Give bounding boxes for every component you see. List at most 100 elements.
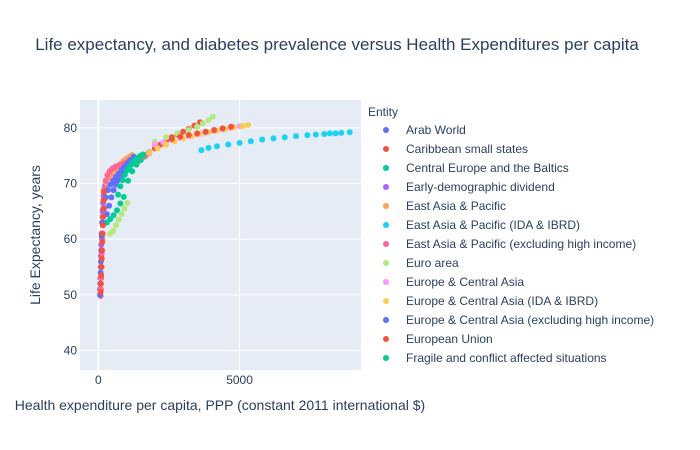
data-point [97, 280, 104, 287]
series-11 [97, 123, 235, 296]
data-point [113, 207, 120, 214]
legend-item[interactable]: East Asia & Pacific [383, 199, 506, 213]
y-tick-label: 40 [64, 344, 78, 358]
data-point [125, 177, 132, 184]
legend-label: East Asia & Pacific [406, 199, 506, 213]
data-point [124, 199, 131, 206]
legend-marker [383, 241, 389, 247]
data-point [321, 130, 328, 137]
data-point [225, 141, 232, 148]
data-point [118, 211, 125, 218]
data-point [304, 132, 311, 139]
data-point [259, 136, 266, 143]
data-point [163, 134, 170, 141]
legend-label: Europe & Central Asia [406, 275, 524, 289]
legend-item[interactable]: Central Europe and the Baltics [383, 161, 569, 175]
data-points [97, 113, 353, 299]
data-point [209, 113, 216, 120]
data-point [205, 117, 212, 124]
data-point [194, 123, 201, 130]
data-point [205, 144, 212, 151]
legend-label: Central Europe and the Baltics [406, 161, 569, 175]
data-point [247, 138, 254, 145]
legend-item[interactable]: European Union [383, 332, 493, 346]
data-point [102, 177, 109, 184]
x-axis-title: Health expenditure per capita, PPP (cons… [15, 397, 425, 413]
data-point [202, 128, 209, 135]
data-point [332, 130, 339, 137]
legend-item[interactable]: Europe & Central Asia [383, 275, 524, 289]
data-point [110, 227, 117, 234]
data-point [107, 216, 114, 223]
legend-marker [383, 298, 389, 304]
legend-label: Arab World [406, 123, 466, 137]
data-point [213, 143, 220, 150]
legend-marker [383, 260, 389, 266]
y-tick-label: 80 [64, 121, 78, 135]
legend-marker [383, 279, 389, 285]
legend-item[interactable]: East Asia & Pacific (IDA & IBRD) [383, 218, 580, 232]
data-point [146, 149, 153, 156]
data-point [119, 177, 126, 184]
y-axis-title: Life Expectancy, years [27, 165, 43, 305]
legend-label: East Asia & Pacific (excluding high inco… [406, 237, 636, 251]
data-point [211, 127, 218, 134]
data-point [236, 139, 243, 146]
legend-item[interactable]: Early-demographic dividend [383, 180, 555, 194]
legend-item[interactable]: Caribbean small states [383, 142, 528, 156]
data-point [110, 212, 117, 219]
legend-item[interactable]: Arab World [383, 123, 466, 137]
data-point [98, 255, 105, 262]
data-point [100, 205, 107, 212]
legend-label: European Union [406, 332, 493, 346]
legend-item[interactable]: Europe & Central Asia (excluding high in… [383, 313, 654, 327]
data-point [312, 131, 319, 138]
series-5 [198, 129, 353, 154]
data-point [270, 135, 277, 142]
chart-title: Life expectancy, and diabetes prevalence… [35, 35, 639, 54]
legend-marker [383, 165, 389, 171]
legend-item[interactable]: Fragile and conflict affected situations [383, 351, 607, 365]
legend-item[interactable]: Europe & Central Asia (IDA & IBRD) [383, 294, 598, 308]
data-point [198, 147, 205, 154]
legend-label: Europe & Central Asia (excluding high in… [406, 313, 654, 327]
legend-title: Entity [368, 105, 398, 119]
data-point [121, 205, 128, 212]
data-point [99, 247, 106, 254]
legend-label: Early-demographic dividend [406, 180, 555, 194]
data-point [219, 125, 226, 132]
x-tick-label: 5000 [226, 373, 253, 387]
y-tick-label: 50 [64, 288, 78, 302]
data-point [228, 123, 235, 130]
legend-label: Euro area [406, 256, 459, 270]
data-point [326, 130, 333, 137]
data-point [99, 222, 106, 229]
data-point [281, 134, 288, 141]
legend-item[interactable]: Euro area [383, 256, 459, 270]
y-tick-label: 70 [64, 177, 78, 191]
data-point [194, 130, 201, 137]
data-point [239, 123, 246, 130]
data-point [129, 168, 136, 175]
data-point [97, 289, 104, 296]
legend-label: East Asia & Pacific (IDA & IBRD) [406, 218, 580, 232]
legend: Entity Arab World Caribbean small states C… [368, 105, 654, 365]
data-point [154, 145, 161, 152]
data-point [115, 216, 122, 223]
data-point [121, 171, 128, 178]
data-point [108, 194, 115, 201]
data-point [168, 135, 175, 142]
legend-marker [383, 203, 389, 209]
data-point [100, 197, 107, 204]
data-point [338, 129, 345, 136]
legend-label: Caribbean small states [406, 142, 528, 156]
plot-background [80, 100, 361, 370]
data-point [98, 264, 105, 271]
legend-marker [383, 317, 389, 323]
data-point [112, 222, 119, 229]
legend-item[interactable]: East Asia & Pacific (excluding high inco… [383, 237, 636, 251]
y-tick-label: 60 [64, 232, 78, 246]
data-point [293, 133, 300, 140]
data-point [115, 191, 122, 198]
